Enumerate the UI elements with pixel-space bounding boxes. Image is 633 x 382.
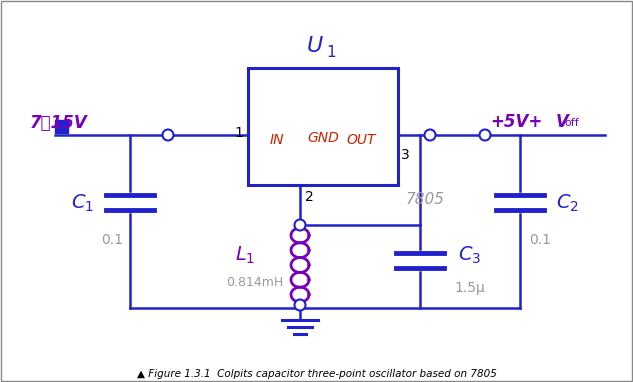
Text: $\mathit{U}$: $\mathit{U}$	[306, 36, 324, 56]
Text: $\mathit{1}$: $\mathit{1}$	[326, 44, 336, 60]
Circle shape	[294, 220, 306, 230]
Text: IN: IN	[270, 133, 284, 147]
Bar	[55, 120, 68, 133]
Text: V: V	[556, 113, 569, 131]
Text: 1: 1	[234, 126, 243, 140]
Text: GND: GND	[307, 131, 339, 146]
Text: $\mathit{C}_1$: $\mathit{C}_1$	[71, 193, 94, 214]
Circle shape	[425, 129, 436, 141]
Text: ▲ Figure 1.3.1  Colpits capacitor three-point oscillator based on 7805: ▲ Figure 1.3.1 Colpits capacitor three-p…	[137, 369, 497, 379]
Circle shape	[480, 129, 491, 141]
Bar	[248, 68, 398, 185]
Text: $\mathit{C}_2$: $\mathit{C}_2$	[556, 193, 579, 214]
Circle shape	[163, 129, 173, 141]
Text: 3: 3	[401, 148, 410, 162]
Text: 7805: 7805	[406, 193, 445, 207]
Text: +5V+: +5V+	[490, 113, 542, 131]
Text: $\mathit{C}_3$: $\mathit{C}_3$	[458, 244, 481, 265]
Text: 0.1: 0.1	[529, 233, 551, 247]
Text: 7～15V: 7～15V	[30, 114, 88, 132]
Text: 0.1: 0.1	[101, 233, 123, 247]
Text: $\mathit{L}_1$: $\mathit{L}_1$	[235, 244, 255, 265]
Text: 0.814mH: 0.814mH	[227, 277, 284, 290]
Text: 2: 2	[305, 190, 314, 204]
Circle shape	[294, 299, 306, 311]
Text: 1.5μ: 1.5μ	[454, 281, 486, 295]
Text: off: off	[564, 118, 579, 128]
Text: OUT: OUT	[346, 133, 376, 147]
